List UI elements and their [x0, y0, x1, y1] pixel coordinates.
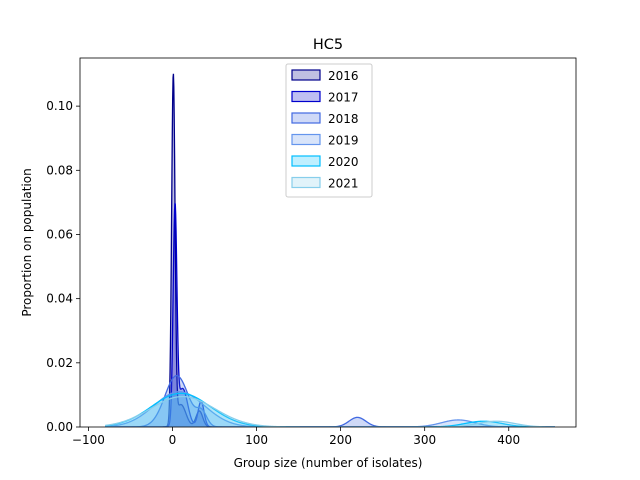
legend-item: 2019	[291, 133, 359, 148]
y-axis-label: Proportion on population	[20, 168, 34, 316]
x-axis-ticks: −100 0 100 200 300 400	[72, 427, 520, 447]
legend-item: 2020	[291, 155, 359, 169]
legend-label: 2017	[328, 91, 359, 105]
legend-item: 2021	[291, 176, 359, 191]
legend-label: 2016	[328, 69, 359, 83]
legend-item: 2017	[291, 90, 359, 105]
legend-swatch	[291, 112, 321, 124]
legend-item: 2016	[291, 69, 359, 83]
series-line-2021	[105, 395, 555, 427]
legend-swatch	[291, 69, 321, 81]
y-tick-label: 0.10	[46, 99, 73, 113]
legend-label: 2019	[328, 134, 359, 148]
y-tick-label: 0.06	[46, 227, 73, 241]
series-line-2019	[105, 391, 555, 427]
legend-label: 2021	[328, 177, 359, 191]
x-tick-label: −100	[72, 433, 105, 447]
legend-swatch	[291, 90, 321, 103]
x-tick-label: 100	[245, 433, 268, 447]
y-tick-label: 0.04	[46, 292, 73, 306]
legend: 2016 2017 2018 2019 2020 2021	[285, 63, 373, 198]
y-tick-label: 0.02	[46, 356, 73, 370]
axes-frame	[79, 57, 577, 428]
plot-area	[79, 57, 577, 428]
series-line-2020	[105, 392, 555, 427]
legend-swatch	[291, 176, 321, 189]
legend-label: 2018	[328, 112, 359, 126]
y-tick-label: 0.08	[46, 163, 73, 177]
series-line-2017	[105, 202, 555, 427]
series-area-2019	[105, 391, 555, 427]
legend-swatch	[291, 133, 321, 146]
legend-item: 2018	[291, 112, 359, 126]
y-axis-ticks: 0.00 0.02 0.04 0.06 0.08 0.10	[46, 99, 80, 434]
x-tick-label: 200	[329, 433, 352, 447]
y-tick-label: 0.00	[46, 420, 73, 434]
x-axis-label: Group size (number of isolates)	[234, 456, 423, 470]
x-tick-label: 300	[413, 433, 436, 447]
x-tick-label: 400	[497, 433, 520, 447]
legend-frame	[285, 63, 373, 198]
legend-swatch	[291, 155, 321, 167]
series-area-2020	[105, 393, 555, 427]
series-line-2016	[105, 73, 555, 427]
x-tick-label: 0	[169, 433, 177, 447]
chart-title: HC5	[313, 37, 343, 53]
series-area-2021	[105, 396, 555, 427]
legend-label: 2020	[328, 155, 359, 169]
